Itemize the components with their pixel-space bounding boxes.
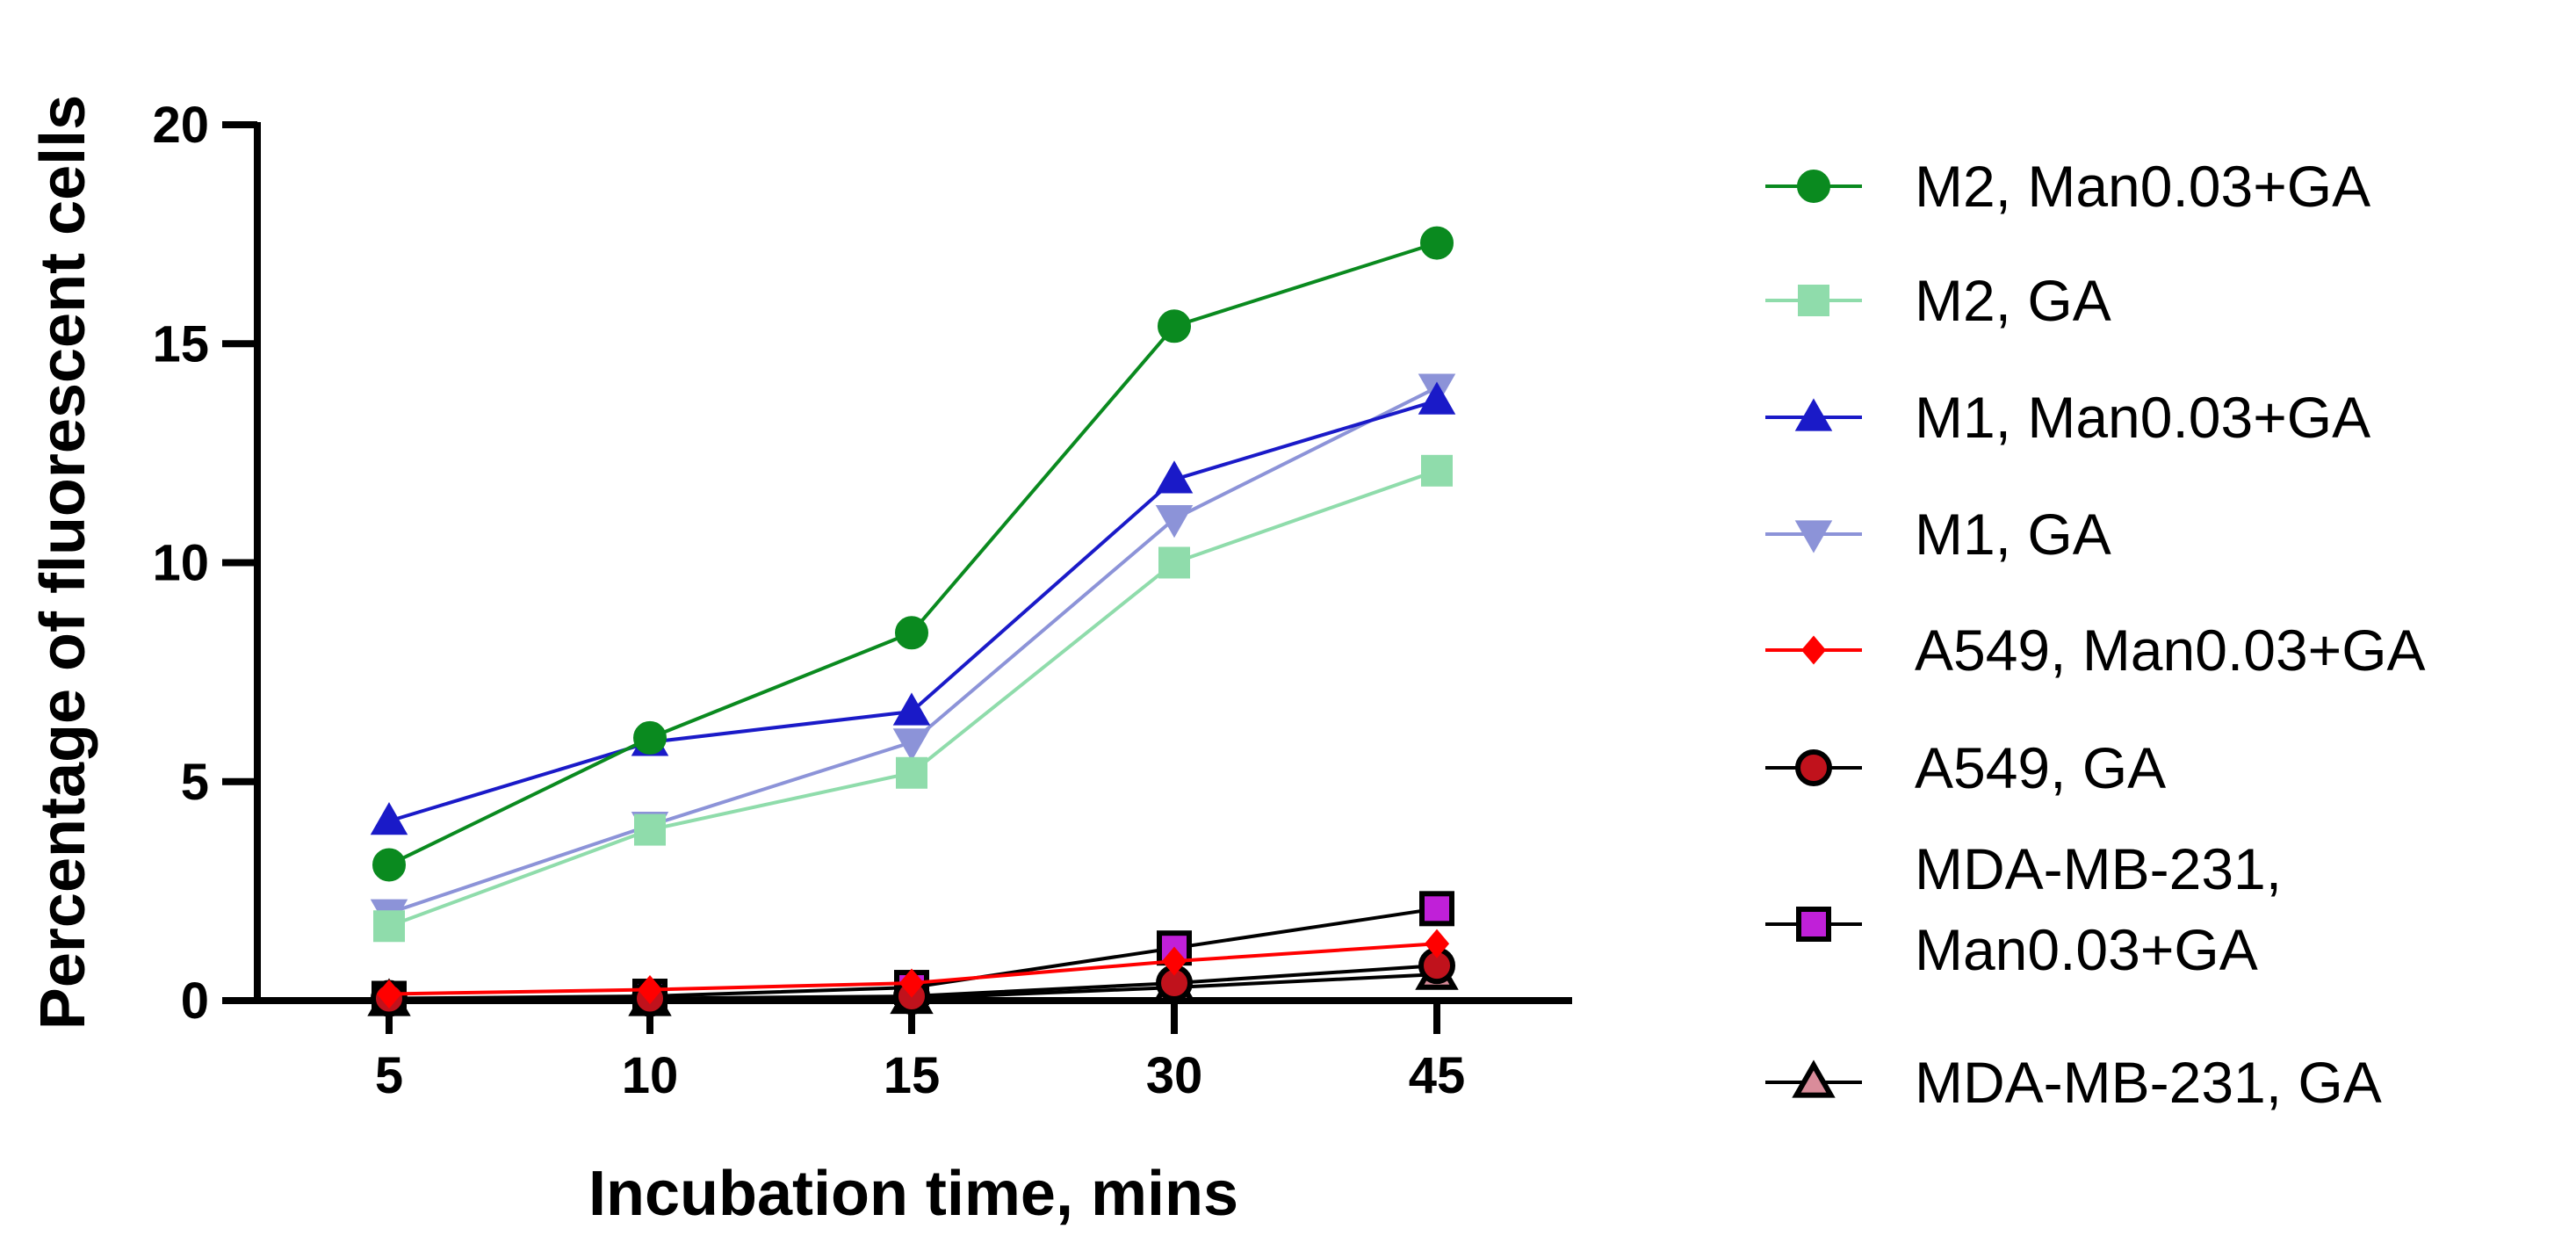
legend-label: M2, GA [1915, 268, 2111, 333]
x-tick-label: 5 [375, 1047, 403, 1104]
legend-swatch-marker [1796, 907, 1831, 942]
legend-label: M1, Man0.03+GA [1915, 385, 2370, 450]
y-tick-label: 20 [152, 97, 209, 154]
legend-item: MDA-MB-231, GA [1765, 1050, 2382, 1115]
legend-label: A549, GA [1915, 735, 2166, 800]
legend-item: M2, Man0.03+GA [1765, 154, 2370, 219]
legend-label: M2, Man0.03+GA [1915, 154, 2370, 219]
data-point [892, 728, 931, 762]
data-point [1420, 226, 1454, 260]
x-axis-title: Incubation time, mins [588, 1159, 1238, 1229]
series-4 [376, 929, 1450, 1009]
series-1 [373, 454, 1453, 943]
data-point [1155, 460, 1194, 494]
legend-swatch-marker [1795, 749, 1832, 786]
y-tick-label: 5 [181, 754, 209, 811]
legend-label: MDA-MB-231, [1915, 836, 2282, 901]
legend-label: A549, Man0.03+GA [1915, 618, 2426, 683]
y-axis-title: Percentage of fluorescent cells [28, 95, 98, 1030]
legend-swatch-marker [1798, 285, 1829, 316]
legend-item: A549, Man0.03+GA [1765, 618, 2426, 683]
legend: M2, Man0.03+GA M2, GA M1, Man0.03+GA M1, GA… [1765, 154, 2426, 1115]
legend-swatch-marker [1794, 520, 1833, 553]
legend-swatch-marker [1797, 170, 1830, 203]
x-tick-label: 15 [884, 1047, 941, 1104]
series-line [388, 386, 1438, 915]
series-layer [367, 226, 1459, 1017]
data-point [896, 756, 927, 789]
x-tick-label: 30 [1146, 1047, 1203, 1104]
data-point [1421, 454, 1453, 487]
data-point [373, 910, 405, 943]
data-point [634, 813, 666, 846]
y-tick-label: 15 [152, 315, 209, 372]
data-point [1418, 381, 1456, 415]
legend-item: A549, GA [1765, 735, 2166, 800]
data-point [372, 848, 406, 882]
x-tick-label: 10 [622, 1047, 679, 1104]
data-point [1419, 891, 1454, 927]
data-point [892, 692, 931, 726]
legend-label: MDA-MB-231, GA [1915, 1050, 2382, 1115]
data-point [1161, 946, 1187, 976]
legend-item: M1, GA [1765, 502, 2111, 567]
data-point [895, 616, 928, 650]
y-tick-label: 0 [181, 972, 209, 1030]
legend-label: M1, GA [1915, 502, 2111, 567]
legend-item: MDA-MB-231, Man0.03+GA [1765, 836, 2282, 982]
data-point [1155, 504, 1194, 539]
legend-item: M1, Man0.03+GA [1765, 385, 2370, 450]
series-3 [370, 373, 1456, 932]
data-point [633, 720, 667, 755]
data-point [637, 974, 663, 1005]
axes: 0 5 10 15 20 5 10 15 30 45 [152, 97, 1572, 1104]
data-point [1424, 929, 1450, 958]
legend-swatch-marker [1800, 635, 1827, 665]
data-point [1158, 546, 1190, 579]
legend-swatch-marker [1792, 1059, 1836, 1098]
legend-item: M2, GA [1765, 268, 2111, 333]
data-point [898, 968, 925, 998]
y-tick-label: 10 [152, 535, 209, 592]
legend-swatch-marker [1794, 398, 1833, 431]
data-point [1158, 309, 1191, 343]
x-tick-label: 45 [1409, 1047, 1466, 1104]
data-point [370, 802, 408, 835]
legend-label: Man0.03+GA [1915, 917, 2258, 982]
data-point [376, 979, 402, 1009]
series-0 [372, 226, 1454, 882]
